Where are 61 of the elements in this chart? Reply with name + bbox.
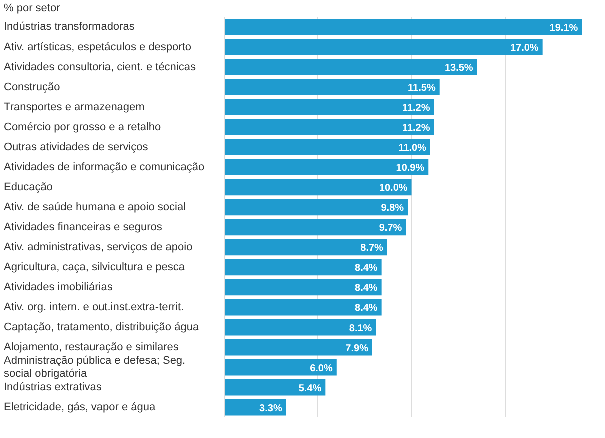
y-tick-label: Ativ. administrativas, serviços de apoio <box>4 241 193 254</box>
y-tick-label: Ativ. de saúde humana e apoio social <box>4 201 186 214</box>
bar <box>225 139 430 156</box>
bar <box>225 279 382 296</box>
data-label: 8.1% <box>349 323 372 334</box>
bar <box>225 99 434 116</box>
bar <box>225 259 382 276</box>
y-tick-label: Alojamento, restauração e similares <box>4 342 180 354</box>
data-label: 10.0% <box>379 183 408 194</box>
bar <box>225 59 478 76</box>
bar <box>225 299 382 316</box>
data-label: 8.4% <box>355 303 378 314</box>
data-label: 11.2% <box>402 123 430 134</box>
data-label: 8.4% <box>355 263 378 274</box>
y-tick-label: Atividades consultoria, cient. e técnicas <box>4 61 196 74</box>
y-tick-label: Ativ. org. intern. e out.inst.extra-territ. <box>4 302 184 314</box>
bar <box>225 399 286 416</box>
y-tick-label: Captação, tratamento, distribuição água <box>4 322 200 334</box>
y-tick-label: Construção <box>4 81 60 94</box>
data-label: 6.0% <box>310 363 333 374</box>
y-tick-label: Outras atividades de serviços <box>4 141 149 154</box>
bar <box>225 39 543 56</box>
bar <box>225 239 388 256</box>
data-label: 11.0% <box>398 143 427 154</box>
data-label: 11.5% <box>408 83 436 94</box>
y-tick-label: Agricultura, caça, silvicultura e pesca <box>4 261 186 274</box>
bar <box>225 199 408 216</box>
data-label: 8.4% <box>355 283 378 294</box>
data-label: 17.0% <box>510 42 539 54</box>
y-tick-label: Atividades imobiliárias <box>4 282 114 294</box>
data-label: 11.2% <box>402 103 430 114</box>
bar <box>225 339 372 356</box>
bar <box>225 19 582 36</box>
text: % por setor <box>4 2 61 15</box>
bar <box>225 359 337 376</box>
y-tick-label: Ativ. artísticas, espetáculos e desporto <box>4 41 192 54</box>
data-label: 10.9% <box>396 163 425 174</box>
data-label: 8.7% <box>360 243 384 254</box>
y-tick-label: Atividades de informação e comunicação <box>4 161 205 174</box>
y-tick-label: Indústrias transformadoras <box>4 21 136 34</box>
bar <box>225 319 376 336</box>
y-tick-label: Eletricidade, gás, vapor e água <box>4 402 157 414</box>
y-tick-label: Transportes e armazenagem <box>4 101 145 114</box>
y-tick-label: Atividades financeiras e seguros <box>4 221 163 234</box>
bar <box>225 119 434 136</box>
data-label: 7.9% <box>346 343 369 354</box>
y-tick-label: Indústrias extrativas <box>4 382 102 394</box>
y-tick-label: Educação <box>4 181 53 194</box>
bar <box>225 179 412 196</box>
bar <box>225 159 429 176</box>
data-label: 9.8% <box>381 203 404 214</box>
y-tick-label: Comércio por grosso e a retalho <box>4 121 162 134</box>
bar <box>225 79 440 96</box>
bar <box>225 379 326 396</box>
data-label: 3.3% <box>260 403 282 414</box>
bar <box>225 219 406 236</box>
data-label: 19.1% <box>550 22 578 34</box>
data-label: 5.4% <box>298 383 322 394</box>
y-tick-label: Administração pública e defesa; Seg. social obrigatória <box>4 354 186 380</box>
data-label: 9.7% <box>379 223 402 234</box>
data-label: 13.5% <box>444 63 474 74</box>
